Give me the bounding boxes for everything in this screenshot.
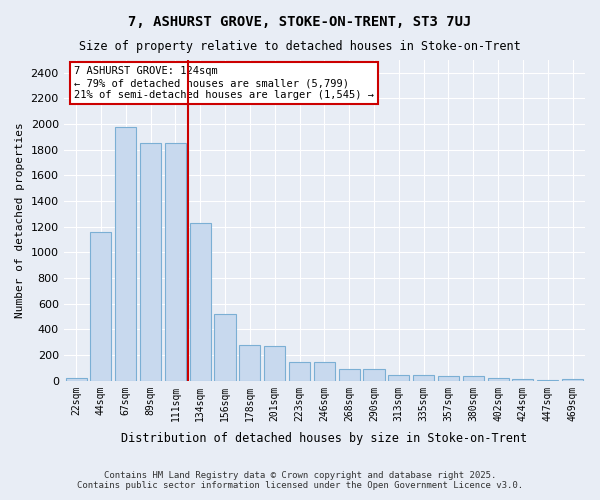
Text: 7, ASHURST GROVE, STOKE-ON-TRENT, ST3 7UJ: 7, ASHURST GROVE, STOKE-ON-TRENT, ST3 7U… [128, 15, 472, 29]
Bar [413, 375, 434, 381]
Bar [165, 144, 186, 381]
Bar [214, 314, 236, 381]
Bar [562, 379, 583, 381]
Bar [438, 376, 459, 381]
Bar [512, 380, 533, 381]
Bar [91, 232, 112, 381]
Bar [190, 223, 211, 381]
Bar [65, 378, 86, 381]
Y-axis label: Number of detached properties: Number of detached properties [15, 122, 25, 318]
Bar [364, 369, 385, 381]
Bar [239, 346, 260, 381]
Bar [463, 376, 484, 381]
X-axis label: Distribution of detached houses by size in Stoke-on-Trent: Distribution of detached houses by size … [121, 432, 527, 445]
Bar [140, 144, 161, 381]
Bar [314, 362, 335, 381]
Bar [537, 380, 559, 381]
Bar [488, 378, 509, 381]
Bar [115, 128, 136, 381]
Bar [338, 369, 360, 381]
Text: Size of property relative to detached houses in Stoke-on-Trent: Size of property relative to detached ho… [79, 40, 521, 53]
Bar [289, 362, 310, 381]
Bar [264, 346, 285, 381]
Text: 7 ASHURST GROVE: 124sqm
← 79% of detached houses are smaller (5,799)
21% of semi: 7 ASHURST GROVE: 124sqm ← 79% of detache… [74, 66, 374, 100]
Text: Contains HM Land Registry data © Crown copyright and database right 2025.
Contai: Contains HM Land Registry data © Crown c… [77, 470, 523, 490]
Bar [388, 375, 409, 381]
